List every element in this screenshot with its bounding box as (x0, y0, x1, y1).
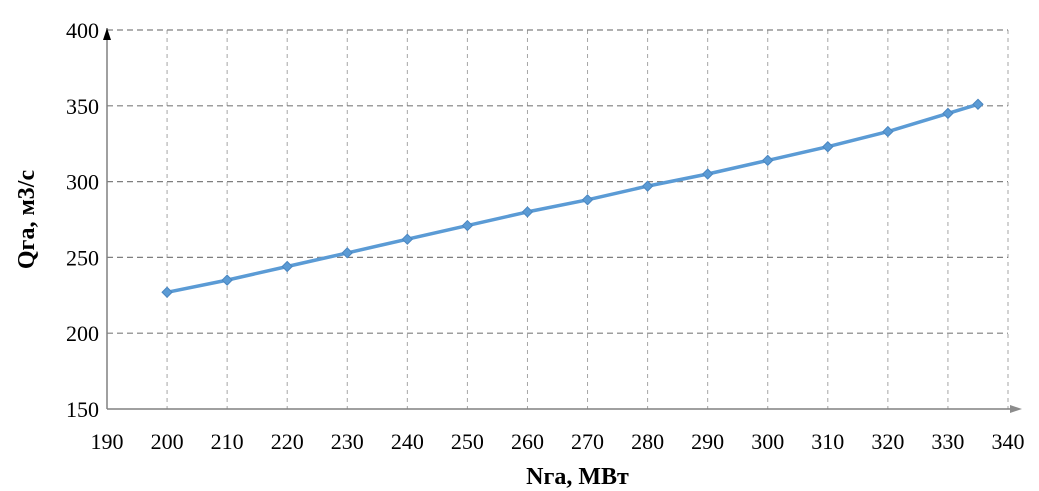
data-point-200 (161, 286, 173, 298)
data-point-335 (972, 98, 984, 110)
x-tick-label-280: 280 (631, 429, 664, 454)
data-point-330 (942, 107, 954, 120)
x-tick-label-300: 300 (751, 429, 784, 454)
data-point-250 (461, 219, 474, 232)
y-tick-label-200: 200 (66, 321, 99, 346)
x-tick-label-260: 260 (511, 429, 544, 454)
x-tick-label-210: 210 (211, 429, 244, 454)
data-point-300 (762, 154, 774, 167)
data-point-290 (701, 168, 714, 180)
y-axis-arrow (103, 28, 111, 40)
data-point-230 (341, 247, 353, 259)
y-tick-label-250: 250 (66, 245, 99, 270)
data-point-210 (221, 274, 233, 286)
data-point-280 (641, 180, 654, 192)
x-tick-label-340: 340 (992, 429, 1025, 454)
x-tick-label-270: 270 (571, 429, 604, 454)
x-tick-label-330: 330 (931, 429, 964, 454)
x-axis-arrow (1010, 405, 1022, 413)
data-point-240 (401, 233, 414, 245)
x-tick-label-190: 190 (91, 429, 124, 454)
x-tick-label-240: 240 (391, 429, 424, 454)
horizontal-gridlines (107, 29, 1008, 334)
x-tick-label-200: 200 (151, 429, 184, 454)
y-tick-label-300: 300 (66, 170, 99, 195)
data-point-220 (281, 260, 293, 273)
data-point-270 (581, 194, 594, 206)
series-markers (161, 98, 984, 298)
y-tick-labels: 150 200 250 300 350 400 (66, 18, 99, 422)
y-axis-title: Qга, м3/с (14, 170, 40, 270)
x-tick-label-250: 250 (451, 429, 484, 454)
series (161, 98, 984, 298)
x-tick-label-220: 220 (271, 429, 304, 454)
x-tick-label-310: 310 (811, 429, 844, 454)
y-tick-label-400: 400 (66, 18, 99, 43)
x-tick-label-290: 290 (691, 429, 724, 454)
x-axis-title: Nга, МВт (526, 464, 629, 490)
data-point-310 (822, 141, 834, 153)
axes (103, 28, 1022, 413)
y-tick-label-150: 150 (66, 397, 99, 422)
x-tick-label-230: 230 (331, 429, 364, 454)
x-tick-labels: 190 200 210 220 230 240 250 260 270 280 290 300 310 3… (91, 429, 1025, 454)
data-point-260 (521, 206, 534, 218)
vertical-gridlines (166, 30, 1009, 409)
x-tick-label-320: 320 (871, 429, 904, 454)
y-tick-label-350: 350 (66, 94, 99, 119)
data-point-320 (882, 125, 894, 138)
